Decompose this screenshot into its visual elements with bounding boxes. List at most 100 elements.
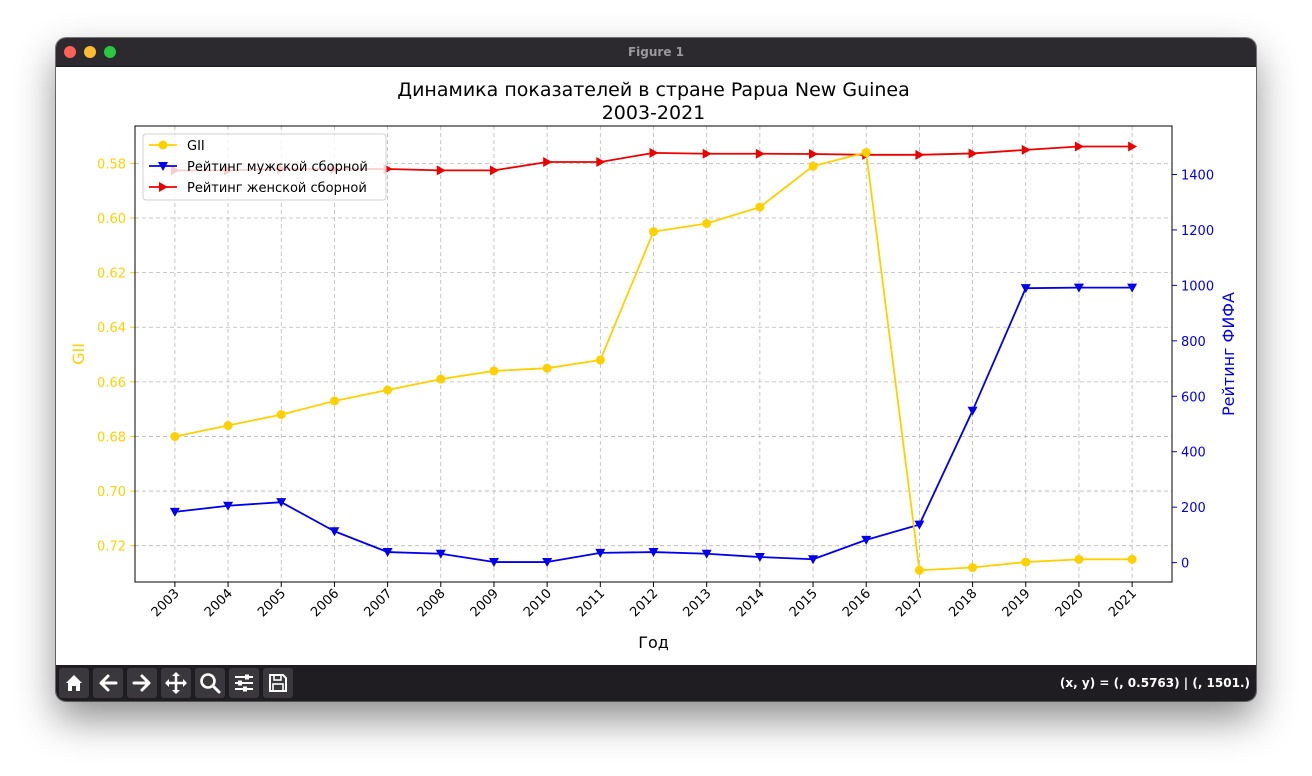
x-tick-label: 2015	[787, 586, 821, 620]
data-point-women-rating	[809, 148, 819, 159]
pan-icon	[165, 672, 187, 694]
data-point-men-rating	[223, 501, 234, 511]
data-point-gii	[1021, 557, 1031, 567]
save-button[interactable]	[263, 668, 293, 698]
x-tick-label: 2021	[1106, 586, 1140, 620]
data-point-gii	[276, 410, 286, 420]
x-tick-label: 2016	[840, 586, 874, 620]
data-point-women-rating	[596, 157, 606, 168]
left-y-tick-label: 0.66	[97, 376, 126, 391]
figure-canvas: Динамика показателей в стране Papua New …	[56, 67, 1256, 665]
data-point-women-rating	[1074, 141, 1084, 152]
data-point-men-rating	[648, 548, 659, 558]
forward-arrow-icon	[132, 674, 151, 692]
right-y-tick-label: 800	[1181, 335, 1206, 350]
data-point-women-rating	[702, 148, 712, 159]
data-point-gii	[436, 374, 446, 384]
data-point-men-rating	[914, 520, 925, 530]
right-y-tick-label: 600	[1181, 390, 1206, 405]
left-y-tick-label: 0.70	[97, 485, 126, 500]
data-point-men-rating	[488, 558, 499, 568]
left-y-axis-label: GII	[69, 343, 88, 365]
data-point-men-rating	[595, 548, 606, 558]
data-point-gii	[1074, 554, 1084, 564]
legend-marker-women-rating	[159, 182, 168, 192]
legend-box	[142, 133, 387, 201]
data-point-men-rating	[276, 498, 287, 508]
window-title: Figure 1	[627, 45, 685, 59]
right-y-tick-label: 0	[1181, 557, 1189, 572]
minimize-window-button[interactable]	[84, 46, 96, 58]
data-point-women-rating	[1128, 141, 1138, 152]
cursor-coordinates: (x, y) = (, 0.5763) | (, 1501.)	[1059, 676, 1250, 690]
data-point-gii	[595, 355, 605, 365]
close-window-button[interactable]	[64, 46, 76, 58]
data-point-women-rating	[436, 165, 446, 176]
save-icon	[269, 674, 287, 692]
data-point-gii	[489, 366, 499, 376]
data-point-men-rating	[329, 527, 340, 537]
data-point-men-rating	[1020, 284, 1031, 294]
right-y-tick-label: 200	[1181, 501, 1206, 516]
configure-subplots-icon	[235, 674, 253, 692]
x-tick-label: 2013	[681, 586, 715, 620]
left-y-tick-label: 0.62	[97, 267, 126, 282]
data-point-men-rating	[169, 507, 180, 517]
pan-button[interactable]	[161, 668, 191, 698]
data-point-gii	[383, 385, 393, 395]
data-point-women-rating	[543, 157, 553, 168]
right-y-axis-label: Рейтинг ФИФА	[1219, 292, 1238, 416]
data-point-women-rating	[755, 148, 765, 159]
chart: Динамика показателей в стране Papua New …	[69, 79, 1238, 652]
plot-area-frame	[134, 125, 1173, 583]
zoom-button[interactable]	[195, 668, 225, 698]
back-button[interactable]	[93, 668, 123, 698]
data-point-men-rating	[1073, 283, 1084, 293]
data-point-gii	[808, 161, 818, 171]
data-point-gii	[1127, 554, 1137, 564]
right-y-tick-label: 1000	[1181, 279, 1214, 294]
home-button[interactable]	[59, 668, 89, 698]
legend-label-gii: GII	[187, 139, 205, 154]
left-y-tick-label: 0.72	[97, 540, 126, 555]
data-point-women-rating	[489, 165, 499, 176]
zoom-icon	[200, 673, 221, 694]
data-point-gii	[329, 396, 339, 406]
x-tick-label: 2004	[202, 586, 236, 620]
data-point-women-rating	[968, 148, 978, 159]
left-y-tick-label: 0.64	[97, 321, 126, 336]
data-point-women-rating	[915, 149, 925, 160]
right-y-tick-label: 1200	[1181, 224, 1214, 239]
configure-subplots-button[interactable]	[229, 668, 259, 698]
data-point-women-rating	[1021, 144, 1031, 155]
data-point-men-rating	[808, 555, 819, 565]
data-point-gii	[170, 431, 180, 441]
chart-title: Динамика показателей в стране Papua New …	[397, 79, 910, 101]
legend-marker-men-rating	[158, 162, 168, 171]
x-tick-label: 2020	[1053, 586, 1087, 620]
data-point-gii	[914, 565, 924, 575]
forward-button[interactable]	[127, 668, 157, 698]
x-tick-label: 2005	[255, 586, 289, 620]
x-axis-label: Год	[638, 633, 669, 652]
data-point-gii	[968, 563, 978, 573]
data-point-gii	[223, 421, 233, 431]
x-tick-label: 2008	[415, 586, 449, 620]
x-tick-label: 2014	[734, 586, 768, 620]
data-point-men-rating	[701, 549, 712, 559]
x-tick-label: 2010	[521, 586, 555, 620]
data-point-gii	[861, 147, 871, 157]
data-point-men-rating	[967, 406, 978, 416]
left-y-tick-label: 0.58	[97, 157, 126, 172]
data-point-women-rating	[649, 147, 659, 158]
maximize-window-button[interactable]	[104, 46, 116, 58]
data-point-men-rating	[435, 549, 446, 559]
data-point-men-rating	[1127, 283, 1138, 293]
x-tick-label: 2018	[946, 586, 980, 620]
data-point-men-rating	[754, 553, 765, 563]
x-tick-label: 2011	[574, 586, 608, 620]
data-point-gii	[649, 227, 658, 237]
legend-label-women-rating: Рейтинг женской сборной	[187, 181, 367, 196]
data-point-gii	[702, 218, 712, 228]
right-y-tick-label: 1400	[1181, 169, 1214, 184]
